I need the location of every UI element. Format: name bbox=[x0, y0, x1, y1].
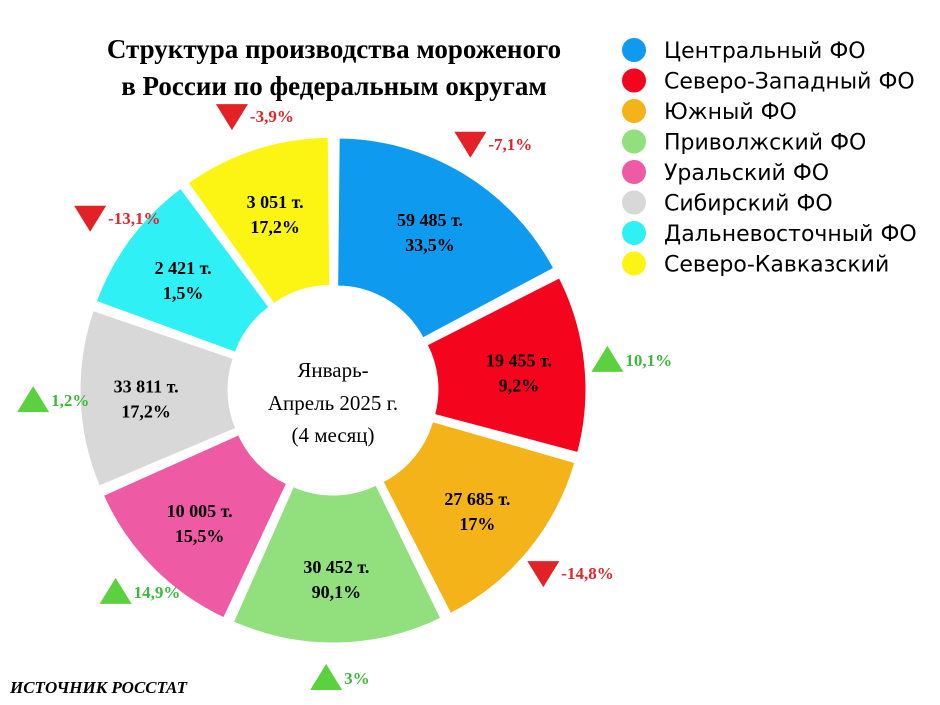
donut-slice bbox=[337, 137, 555, 339]
legend: Центральный ФО Северо-Западный ФО Южный ФО… bbox=[622, 38, 917, 278]
triangle-down-icon bbox=[454, 131, 487, 158]
slice-percent-label: 1,5% bbox=[163, 283, 204, 303]
legend-item-label: Центральный ФО bbox=[664, 39, 866, 64]
legend-marker bbox=[622, 160, 646, 184]
legend-item-label: Южный ФО bbox=[664, 100, 797, 125]
slice-percent-label: 9,2% bbox=[499, 375, 540, 395]
change-label: 14,9% bbox=[134, 583, 181, 602]
slice-value-label: 59 485 т. bbox=[397, 210, 463, 230]
chart-title-line-2: в России по федеральным округам bbox=[121, 71, 547, 101]
change-label: 10,1% bbox=[625, 351, 672, 370]
slice-percent-label: 17% bbox=[459, 514, 495, 534]
legend-marker bbox=[622, 68, 646, 93]
triangle-up-icon bbox=[17, 386, 50, 413]
legend-item-label: Приволжский ФО bbox=[664, 131, 866, 156]
center-label-line-3: (4 месяц) bbox=[291, 423, 374, 447]
slice-value-label: 19 455 т. bbox=[486, 350, 552, 370]
change-label: 1,2% bbox=[51, 391, 89, 410]
legend-item-label: Северо-Западный ФО bbox=[664, 70, 915, 95]
change-label: -14,8% bbox=[561, 564, 613, 583]
source-note: ИСТОЧНИК РОССТАТ bbox=[9, 678, 188, 697]
donut-slice bbox=[95, 187, 270, 353]
donut-hole bbox=[238, 295, 428, 485]
legend-item-label: Дальневосточный ФО bbox=[664, 222, 917, 247]
slice-value-label: 10 005 т. bbox=[167, 501, 233, 521]
legend-marker bbox=[622, 99, 646, 123]
triangle-up-icon bbox=[310, 663, 343, 690]
slice-value-label: 30 452 т. bbox=[303, 557, 369, 577]
change-label: -3,9% bbox=[250, 107, 294, 126]
triangle-down-icon bbox=[215, 104, 248, 131]
legend-item-label: Сибирский ФО bbox=[664, 192, 833, 217]
center-label-line-2: Апрель 2025 г. bbox=[268, 391, 398, 415]
change-markers: -7,1% 10,1% -14,8% 3% 14,9% 1,2% -13,1% -3,9% bbox=[17, 104, 672, 690]
triangle-up-icon bbox=[591, 345, 624, 372]
donut-slice bbox=[426, 277, 587, 454]
slice-value-label: 27 685 т. bbox=[444, 489, 510, 509]
triangle-up-icon bbox=[99, 577, 132, 604]
center-label-line-1: Январь- bbox=[297, 358, 368, 382]
chart-title-line-1: Структура производства мороженого bbox=[107, 34, 561, 64]
slice-percent-label: 17,2% bbox=[121, 402, 171, 422]
change-label: -13,1% bbox=[108, 209, 160, 228]
slice-percent-label: 33,5% bbox=[405, 235, 455, 255]
slice-percent-label: 15,5% bbox=[175, 526, 225, 546]
legend-marker bbox=[622, 190, 646, 215]
change-label: -7,1% bbox=[488, 135, 532, 154]
triangle-down-icon bbox=[527, 561, 560, 588]
slice-value-label: 2 421 т. bbox=[155, 258, 212, 278]
legend-item-label: Уральский ФО bbox=[664, 161, 829, 186]
donut-slice bbox=[79, 310, 237, 487]
slice-percent-label: 90,1% bbox=[312, 582, 362, 602]
legend-marker bbox=[622, 221, 646, 245]
slice-value-label: 33 811 т. bbox=[114, 377, 179, 397]
donut-slice bbox=[102, 434, 288, 619]
triangle-down-icon bbox=[74, 205, 107, 232]
slice-percent-label: 17,2% bbox=[250, 217, 300, 237]
legend-marker bbox=[622, 38, 646, 62]
donut-slice bbox=[187, 136, 331, 305]
change-label: 3% bbox=[344, 669, 370, 688]
donut-slice bbox=[232, 484, 442, 644]
donut-slices bbox=[79, 136, 587, 644]
legend-marker bbox=[622, 129, 646, 154]
legend-item-label: Северо-Кавказский bbox=[664, 253, 889, 278]
donut-slice bbox=[382, 420, 576, 615]
slice-value-label: 3 051 т. bbox=[247, 192, 304, 212]
legend-marker bbox=[622, 251, 646, 276]
slice-labels: 59 485 т. 33,5% 19 455 т. 9,2% 27 685 т. 17% 3… bbox=[114, 192, 552, 602]
